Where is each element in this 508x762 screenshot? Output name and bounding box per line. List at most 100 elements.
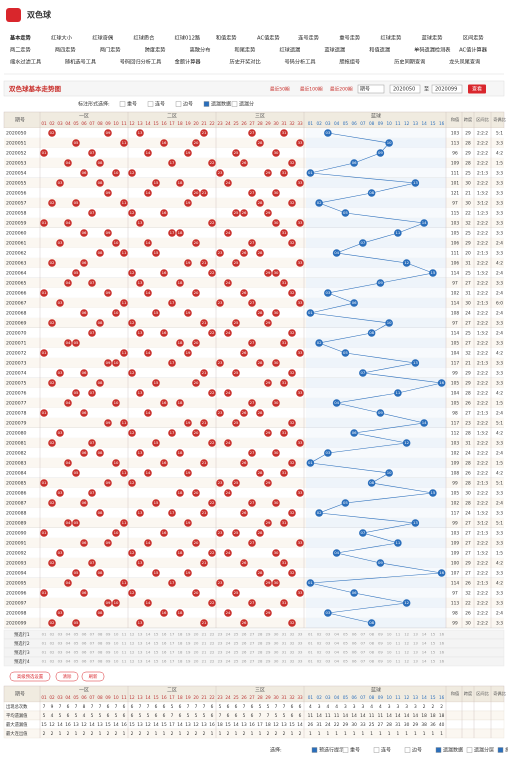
preselect-blue[interactable]: 09 xyxy=(378,659,383,664)
preselect-red[interactable]: 05 xyxy=(74,641,79,646)
preselect-red[interactable]: 12 xyxy=(130,641,135,646)
preselect-red[interactable]: 13 xyxy=(138,632,143,637)
preselect-red[interactable]: 11 xyxy=(122,632,127,637)
preselect-red[interactable]: 21 xyxy=(202,659,207,664)
preselect-red[interactable]: 10 xyxy=(114,641,119,646)
preselect-red[interactable]: 20 xyxy=(194,641,199,646)
preselect-red[interactable]: 02 xyxy=(50,641,55,646)
preselect-blue[interactable]: 11 xyxy=(395,650,400,655)
preselect-red[interactable]: 11 xyxy=(122,641,127,646)
nav-link[interactable]: 红球走势 xyxy=(381,34,402,42)
preselect-blue[interactable]: 07 xyxy=(360,632,365,637)
preselect-blue[interactable]: 10 xyxy=(387,659,392,664)
preselect-red[interactable]: 26 xyxy=(242,632,247,637)
preselect-blue[interactable]: 03 xyxy=(325,650,330,655)
nav-link[interactable]: 红球质合 xyxy=(134,34,156,42)
preselect-red[interactable]: 22 xyxy=(210,659,215,664)
nav-link[interactable]: 离散分布 xyxy=(190,46,211,54)
nav-link[interactable]: 两门走势 xyxy=(100,46,121,54)
preselect-red[interactable]: 05 xyxy=(74,659,79,664)
nav-link[interactable]: 基本走势 xyxy=(9,34,32,42)
preselect-blue[interactable]: 01 xyxy=(308,641,313,646)
preselect-red[interactable]: 17 xyxy=(170,650,175,655)
preselect-red[interactable]: 08 xyxy=(98,632,103,637)
preselect-red[interactable]: 07 xyxy=(90,641,95,646)
nav-link[interactable]: 随机选号工具 xyxy=(65,58,96,66)
input-to[interactable] xyxy=(431,84,463,94)
preselect-red[interactable]: 29 xyxy=(266,641,271,646)
preselect-red[interactable]: 23 xyxy=(218,632,223,637)
preselect-blue[interactable]: 05 xyxy=(343,659,348,664)
preselect-red[interactable]: 32 xyxy=(290,650,295,655)
preselect-red[interactable]: 01 xyxy=(42,632,47,637)
preselect-red[interactable]: 01 xyxy=(42,650,47,655)
preselect-blue[interactable]: 15 xyxy=(430,641,435,646)
range-link[interactable]: 最近100期 xyxy=(300,86,323,93)
preselect-red[interactable]: 03 xyxy=(58,650,63,655)
nav-link[interactable]: 红球奇偶 xyxy=(92,34,113,42)
view-button[interactable] xyxy=(468,84,486,94)
preselect-blue[interactable]: 12 xyxy=(404,650,409,655)
preselect-blue[interactable]: 05 xyxy=(343,650,348,655)
preselect-red[interactable]: 33 xyxy=(298,641,303,646)
preselect-red[interactable]: 10 xyxy=(114,659,119,664)
preselect-red[interactable]: 20 xyxy=(194,632,199,637)
preselect-red[interactable]: 28 xyxy=(258,632,263,637)
preselect-red[interactable]: 22 xyxy=(210,641,215,646)
preselect-blue[interactable]: 06 xyxy=(352,641,357,646)
preselect-blue[interactable]: 11 xyxy=(395,659,400,664)
preselect-red[interactable]: 17 xyxy=(170,632,175,637)
nav-link[interactable]: 号码分析工具 xyxy=(284,58,315,66)
preselect-red[interactable]: 07 xyxy=(90,659,95,664)
preselect-red[interactable]: 08 xyxy=(98,659,103,664)
preselect-blue[interactable]: 03 xyxy=(325,632,330,637)
preselect-blue[interactable]: 14 xyxy=(422,659,427,664)
preselect-blue[interactable]: 07 xyxy=(360,650,365,655)
preselect-red[interactable]: 26 xyxy=(242,659,247,664)
preselect-red[interactable]: 11 xyxy=(122,659,127,664)
preselect-blue[interactable]: 12 xyxy=(404,659,409,664)
preselect-red[interactable]: 14 xyxy=(146,650,151,655)
nav-link[interactable]: 胆拖组号 xyxy=(339,58,360,66)
preselect-red[interactable]: 15 xyxy=(154,632,159,637)
preselect-red[interactable]: 03 xyxy=(58,659,63,664)
preselect-red[interactable]: 23 xyxy=(218,641,223,646)
preselect-red[interactable]: 18 xyxy=(178,641,183,646)
preselect-red[interactable]: 31 xyxy=(282,650,287,655)
preselect-red[interactable]: 10 xyxy=(114,650,119,655)
preselect-blue[interactable]: 13 xyxy=(413,641,418,646)
preselect-red[interactable]: 05 xyxy=(74,632,79,637)
preselect-red[interactable]: 15 xyxy=(154,641,159,646)
preselect-red[interactable]: 33 xyxy=(298,659,303,664)
preselect-red[interactable]: 26 xyxy=(242,650,247,655)
preselect-blue[interactable]: 03 xyxy=(325,659,330,664)
nav-link[interactable]: 金额计算器 xyxy=(175,58,202,66)
preselect-red[interactable]: 13 xyxy=(138,659,143,664)
preselect-red[interactable]: 21 xyxy=(202,641,207,646)
nav-link[interactable]: 历史开奖对比 xyxy=(230,58,261,66)
preselect-red[interactable]: 30 xyxy=(274,632,279,637)
preselect-red[interactable]: 29 xyxy=(266,659,271,664)
preselect-red[interactable]: 19 xyxy=(186,632,191,637)
preselect-blue[interactable]: 04 xyxy=(334,632,339,637)
preselect-red[interactable]: 30 xyxy=(274,650,279,655)
nav-link[interactable]: 跨度走势 xyxy=(145,46,166,54)
preselect-blue[interactable]: 15 xyxy=(430,659,435,664)
preselect-red[interactable]: 16 xyxy=(162,650,167,655)
preselect-red[interactable]: 32 xyxy=(290,632,295,637)
preselect-red[interactable]: 06 xyxy=(82,632,87,637)
preselect-blue[interactable]: 09 xyxy=(378,650,383,655)
nav-link[interactable]: 红球遗漏 xyxy=(279,46,300,54)
preselect-red[interactable]: 30 xyxy=(274,641,279,646)
preselect-blue[interactable]: 14 xyxy=(422,650,427,655)
preselect-red[interactable]: 04 xyxy=(66,659,71,664)
preselect-red[interactable]: 14 xyxy=(146,641,151,646)
preselect-red[interactable]: 25 xyxy=(234,659,239,664)
preselect-red[interactable]: 19 xyxy=(186,659,191,664)
preselect-red[interactable]: 08 xyxy=(98,650,103,655)
checkbox[interactable] xyxy=(404,747,411,753)
preselect-red[interactable]: 25 xyxy=(234,641,239,646)
nav-link[interactable]: 红球012路 xyxy=(175,34,201,42)
nav-link[interactable]: 蓝球走势 xyxy=(422,34,443,42)
checkbox[interactable] xyxy=(203,101,210,107)
